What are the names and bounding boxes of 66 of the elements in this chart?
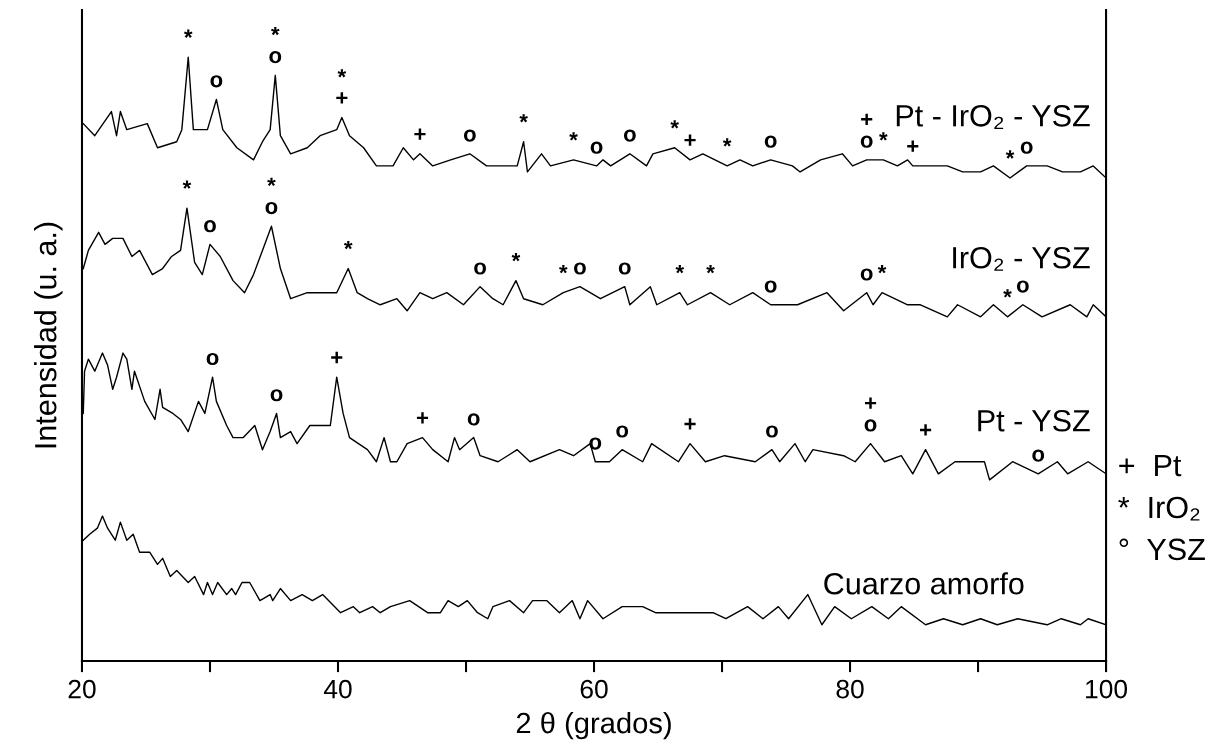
annotation: o [590, 141, 603, 154]
annotation: * [519, 114, 528, 123]
text: ° YSZ [1119, 538, 1205, 561]
annotation: o [864, 419, 877, 432]
annotation: * [569, 132, 578, 141]
annotation: * [559, 265, 568, 274]
annotation: + [331, 351, 343, 364]
annotation: + [336, 92, 348, 104]
text: * IrO₂ [1118, 496, 1200, 521]
series-label: Cuarzo amorfo [824, 572, 1024, 595]
annotation: + [684, 418, 696, 430]
annotation: o [467, 413, 480, 426]
annotation: o [764, 280, 777, 293]
annotation: o [766, 425, 778, 438]
annotation: + [920, 424, 932, 436]
annotation: * [670, 120, 679, 129]
annotation: * [1005, 150, 1015, 159]
annotation: o [270, 389, 283, 402]
annotation: o [210, 75, 223, 88]
annotation: * [183, 29, 193, 38]
annotation: * [722, 138, 732, 147]
annotation: o [623, 129, 636, 142]
annotation: o [204, 220, 216, 233]
x-tick-label: 100 [1086, 679, 1128, 699]
annotation: * [706, 265, 715, 274]
annotation: o [574, 262, 586, 275]
annotation: + [414, 128, 426, 140]
annotation: * [271, 26, 280, 36]
annotation: * [182, 180, 192, 189]
annotation: + [864, 397, 877, 409]
annotation: o [265, 202, 278, 215]
annotation: * [337, 69, 347, 78]
series-label: IrO₂ - YSZ [953, 246, 1090, 271]
x-tick-label: 80 [836, 679, 864, 699]
annotation: o [269, 51, 282, 64]
annotation: * [879, 132, 888, 141]
annotation: o [474, 262, 487, 275]
annotation: o [463, 129, 476, 142]
x-tick-label: 20 [68, 679, 96, 699]
annotation: o [589, 437, 602, 450]
annotation: * [1003, 289, 1012, 298]
series-label: Pt - YSZ [978, 409, 1090, 432]
annotation: o [1016, 280, 1029, 293]
text: + Pt [1119, 455, 1182, 477]
annotation: * [511, 253, 521, 262]
annotation: o [860, 268, 873, 281]
annotation: o [1020, 141, 1033, 154]
annotation: o [618, 262, 631, 275]
annotation: + [861, 113, 873, 125]
annotation: * [877, 265, 887, 274]
annotation: * [343, 240, 353, 250]
annotation: o [616, 425, 629, 438]
annotation: o [860, 135, 873, 148]
annotation: + [684, 134, 696, 146]
annotation: * [267, 177, 276, 187]
annotation: + [907, 140, 919, 152]
annotation: + [416, 412, 429, 424]
annotation: o [206, 352, 219, 366]
annotation: o [764, 135, 777, 148]
x-tick-label: 40 [323, 679, 352, 699]
x-axis-title: 2 θ (grados) [516, 711, 671, 740]
y-axis-title: Intensidad (u. a.) [34, 222, 63, 448]
annotation: * [675, 265, 685, 274]
series-label: Pt - IrO₂ - YSZ [896, 105, 1090, 129]
annotation: o [1032, 449, 1045, 462]
x-tick-label: 60 [580, 679, 608, 699]
